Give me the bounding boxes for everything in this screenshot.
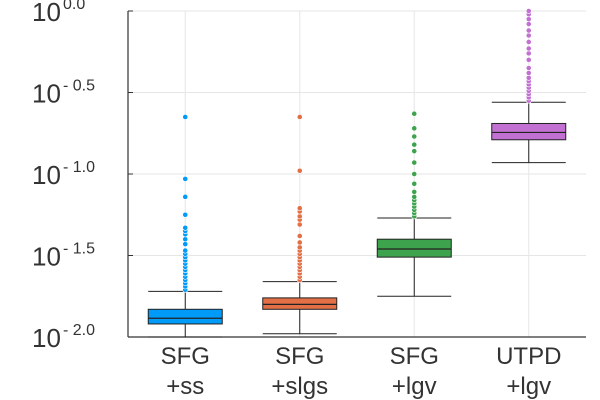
outlier-point [411,110,418,117]
outlier-point [525,45,532,52]
outlier-point [296,221,303,228]
box-group [147,114,223,338]
outlier-point [411,141,418,148]
outlier-point [525,21,532,27]
outlier-point [182,193,189,200]
outlier-point [525,27,532,34]
iqr-box [491,122,567,141]
outlier-point [411,189,418,195]
outlier-point [182,175,189,182]
y-tick-label: 10 [32,160,61,190]
outlier-point [182,211,189,218]
y-tick-label: 10 [32,323,61,353]
box-series [147,8,567,338]
outlier-point [411,159,418,166]
y-tick-exponent: - 0.5 [63,78,95,95]
outlier-point [525,39,532,45]
outlier-point [182,224,189,231]
outlier-point [182,247,189,254]
y-tick-exponent: - 2.0 [63,322,95,339]
outlier-point [525,16,532,23]
y-tick-label: 10 [32,242,61,272]
outlier-point [182,241,189,247]
outlier-point [525,57,532,63]
x-category-label: SFG [390,343,439,370]
outlier-point [525,50,532,57]
outlier-point [525,8,532,14]
outlier-point [296,233,303,239]
outlier-point [296,239,303,246]
y-tick-label: 10 [32,0,61,27]
outlier-point [525,32,532,39]
iqr-box [147,308,223,325]
outlier-point [411,148,418,155]
outlier-point [296,114,303,120]
x-category-label: SFG [161,343,210,370]
outlier-point [182,114,189,120]
y-tick-labels: 10- 2.010- 1.510- 1.010- 0.510 0.0 [32,0,95,353]
outlier-point [296,205,303,212]
outlier-point [411,133,418,140]
y-tick-exponent: 0.0 [63,0,85,13]
box-group [491,8,567,164]
outlier-point [525,70,532,76]
x-category-label: UTPD [496,343,561,370]
outlier-point [411,193,418,200]
outlier-point [411,171,418,177]
outlier-point [296,244,303,251]
x-category-labels: SFG +ss SFG +slgs SFG +lgv UTPD +lgv [161,343,562,400]
x-category-label: +ss [166,373,204,400]
x-category-label: +slgs [271,373,328,400]
y-tick-exponent: - 1.5 [63,241,95,258]
y-tick-label: 10 [32,79,61,109]
outlier-point [296,213,303,220]
box-group [376,110,452,297]
outlier-point [525,74,532,81]
outlier-point [411,180,418,187]
x-category-label: +lgv [506,373,551,400]
iqr-box [376,238,452,258]
iqr-box [262,297,338,310]
outlier-point [296,167,303,174]
grid-lines [128,10,586,338]
y-tick-exponent: - 1.0 [63,159,95,176]
outlier-point [411,125,418,132]
outlier-point [525,65,532,71]
x-category-label: +lgv [392,373,437,400]
x-category-label: SFG [275,343,324,370]
box-group [262,114,338,335]
outlier-point [182,236,189,243]
